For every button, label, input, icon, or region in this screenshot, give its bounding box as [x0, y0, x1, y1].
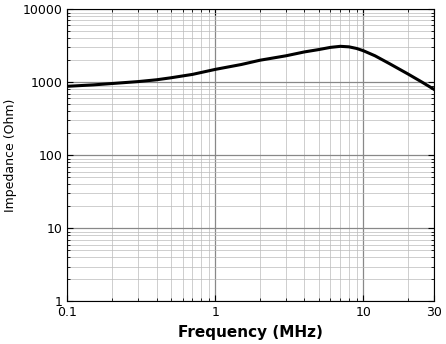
Y-axis label: Impedance (Ohm): Impedance (Ohm) [4, 99, 17, 212]
X-axis label: Frequency (MHz): Frequency (MHz) [178, 325, 323, 340]
